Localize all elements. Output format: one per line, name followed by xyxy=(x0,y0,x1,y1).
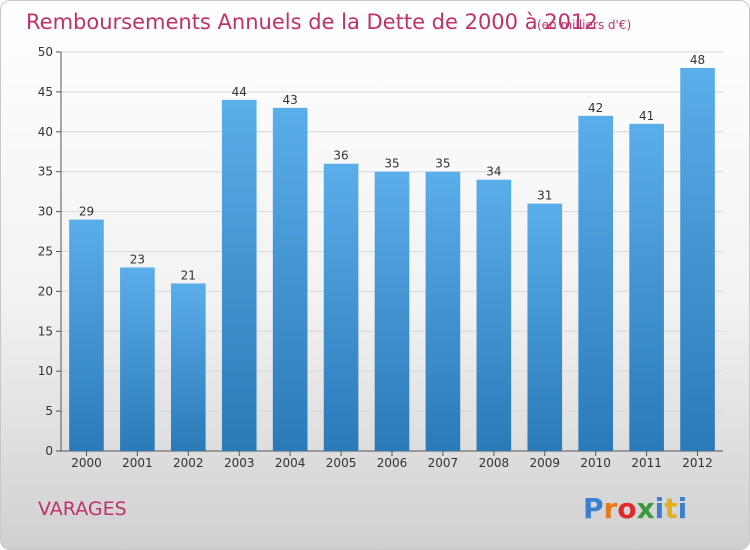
logo-letter: P xyxy=(583,492,604,525)
data-label: 41 xyxy=(639,109,654,123)
bar xyxy=(527,203,563,451)
bar xyxy=(221,99,257,451)
bar xyxy=(374,171,410,451)
data-label: 43 xyxy=(283,93,298,107)
y-tick-label: 5 xyxy=(45,404,53,418)
x-tick-label: 2012 xyxy=(682,456,713,470)
x-tick-label: 2011 xyxy=(631,456,662,470)
data-label: 44 xyxy=(232,85,247,99)
logo-letter: o xyxy=(617,492,636,525)
x-tick-label: 2006 xyxy=(377,456,408,470)
x-tick-label: 2009 xyxy=(529,456,560,470)
x-tick-label: 2010 xyxy=(580,456,611,470)
x-tick-label: 2002 xyxy=(173,456,204,470)
y-tick-label: 0 xyxy=(45,444,53,458)
data-label: 31 xyxy=(537,189,552,203)
x-tick-label: 2005 xyxy=(326,456,357,470)
bar xyxy=(425,171,461,451)
bar xyxy=(170,283,206,451)
y-tick-label: 40 xyxy=(38,125,53,139)
data-label: 35 xyxy=(384,157,399,171)
data-label: 34 xyxy=(486,165,501,179)
y-tick-label: 45 xyxy=(38,85,53,99)
y-tick-label: 50 xyxy=(38,45,53,59)
logo-letter: r xyxy=(604,492,618,525)
y-tick-label: 30 xyxy=(38,205,53,219)
logo-letter: t xyxy=(664,492,677,525)
logo-text: Proxiti xyxy=(583,492,687,525)
chart-subtitle: (en milliers d'€) xyxy=(537,18,631,32)
bar xyxy=(680,67,715,452)
y-tick-label: 25 xyxy=(38,245,53,259)
logo-letter: i xyxy=(678,492,688,525)
x-tick-label: 2007 xyxy=(428,456,459,470)
bar xyxy=(323,163,359,451)
data-label: 29 xyxy=(79,205,94,219)
commune-name: VARAGES xyxy=(38,498,127,520)
x-tick-label: 2001 xyxy=(122,456,153,470)
proxiti-logo: Proxiti xyxy=(583,492,687,525)
bar xyxy=(272,107,308,452)
x-tick-label: 2004 xyxy=(275,456,306,470)
bar xyxy=(629,123,664,451)
data-label: 21 xyxy=(181,268,196,282)
data-label: 42 xyxy=(588,101,603,115)
labels: 0 5 10 15 20 25 30 35 40 45 50 2000 29 2001 23 2002 21 20… xyxy=(38,45,713,470)
logo-letter: i xyxy=(655,492,665,525)
y-tick-label: 10 xyxy=(38,364,53,378)
data-label: 48 xyxy=(690,53,705,67)
x-tick-label: 2000 xyxy=(71,456,102,470)
x-tick-label: 2003 xyxy=(224,456,255,470)
x-tick-label: 2008 xyxy=(479,456,510,470)
data-label: 36 xyxy=(333,149,348,163)
logo-letter: x xyxy=(637,492,655,525)
y-tick-label: 20 xyxy=(38,284,53,298)
bar xyxy=(120,267,155,451)
chart-title: Remboursements Annuels de la Dette de 20… xyxy=(26,10,598,34)
bar xyxy=(476,179,512,451)
y-tick-label: 15 xyxy=(38,324,53,338)
bar xyxy=(69,219,104,451)
bars xyxy=(69,67,715,452)
bar xyxy=(578,115,614,451)
y-tick-label: 35 xyxy=(38,165,53,179)
data-label: 23 xyxy=(130,252,145,266)
data-label: 35 xyxy=(435,157,450,171)
